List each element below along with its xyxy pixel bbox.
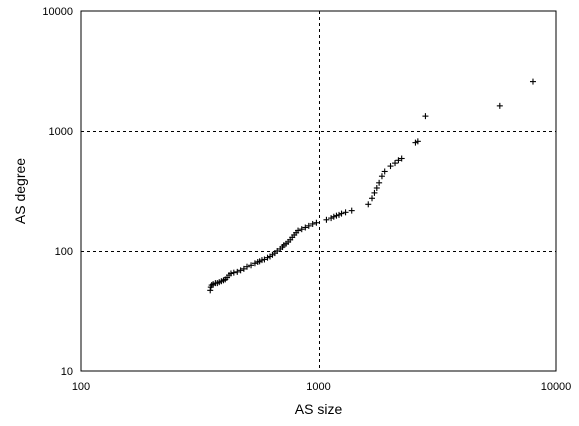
data-point [414, 138, 421, 145]
data-point [422, 113, 429, 120]
x-tick-label: 1000 [306, 381, 330, 393]
data-point [378, 173, 385, 180]
data-point [338, 210, 345, 217]
data-point [392, 160, 399, 167]
x-axis-title: AS size [295, 401, 343, 417]
x-tick-label: 10000 [541, 381, 572, 393]
data-point [328, 215, 335, 222]
grid-lines [81, 11, 556, 371]
data-point [376, 179, 383, 186]
data-point [371, 189, 378, 196]
y-tick-label: 100 [55, 246, 73, 258]
data-point [298, 226, 305, 233]
data-point [237, 267, 244, 274]
data-point [395, 157, 402, 164]
data-point [348, 207, 355, 214]
data-point [251, 260, 258, 267]
data-point [234, 268, 241, 275]
y-tick-label: 1000 [49, 126, 73, 138]
y-axis-title: AS degree [12, 158, 28, 224]
data-point [309, 220, 316, 227]
y-tick-label: 10000 [42, 6, 73, 18]
y-tick-label: 10 [61, 366, 73, 378]
data-point [227, 270, 234, 277]
data-point [365, 201, 372, 208]
data-point [274, 248, 281, 254]
data-point [496, 102, 503, 109]
data-point [330, 213, 337, 220]
data-point [207, 287, 214, 294]
data-point [373, 184, 380, 191]
data-point [398, 155, 405, 162]
data-point [208, 282, 215, 289]
data-point [240, 265, 247, 272]
data-point [323, 216, 330, 223]
x-tick-label: 100 [72, 381, 90, 393]
data-point [369, 195, 376, 202]
data-point [248, 262, 255, 269]
plot-area-frame [80, 10, 557, 372]
data-point [381, 168, 388, 175]
data-point [305, 222, 312, 229]
data-point [313, 219, 320, 226]
data-point [342, 209, 349, 216]
data-point [244, 263, 251, 270]
data-point [302, 224, 309, 231]
data-points [207, 78, 536, 294]
data-point [261, 256, 268, 263]
tick-labels: 100 1000 10000 10 100 1000 10000 [42, 6, 571, 393]
data-point [387, 163, 394, 170]
data-point [529, 78, 536, 85]
data-point [230, 269, 237, 276]
data-point [333, 212, 340, 219]
data-point [295, 227, 302, 234]
